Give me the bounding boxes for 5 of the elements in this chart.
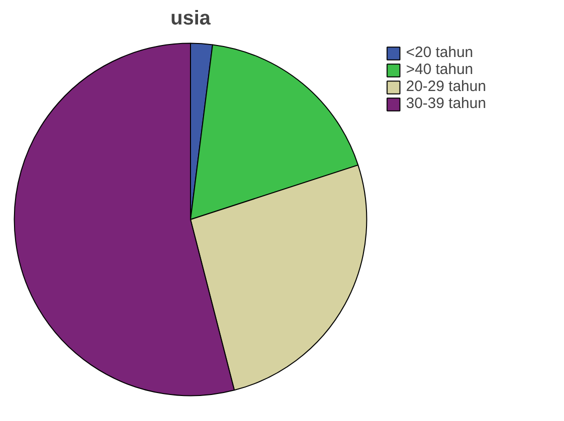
legend-label: 30-39 tahun <box>406 95 486 112</box>
legend-label: 20-29 tahun <box>406 78 486 95</box>
chart-title: usia <box>170 8 212 30</box>
legend-label: >40 tahun <box>406 61 474 78</box>
legend-label: <20 tahun <box>406 44 474 61</box>
